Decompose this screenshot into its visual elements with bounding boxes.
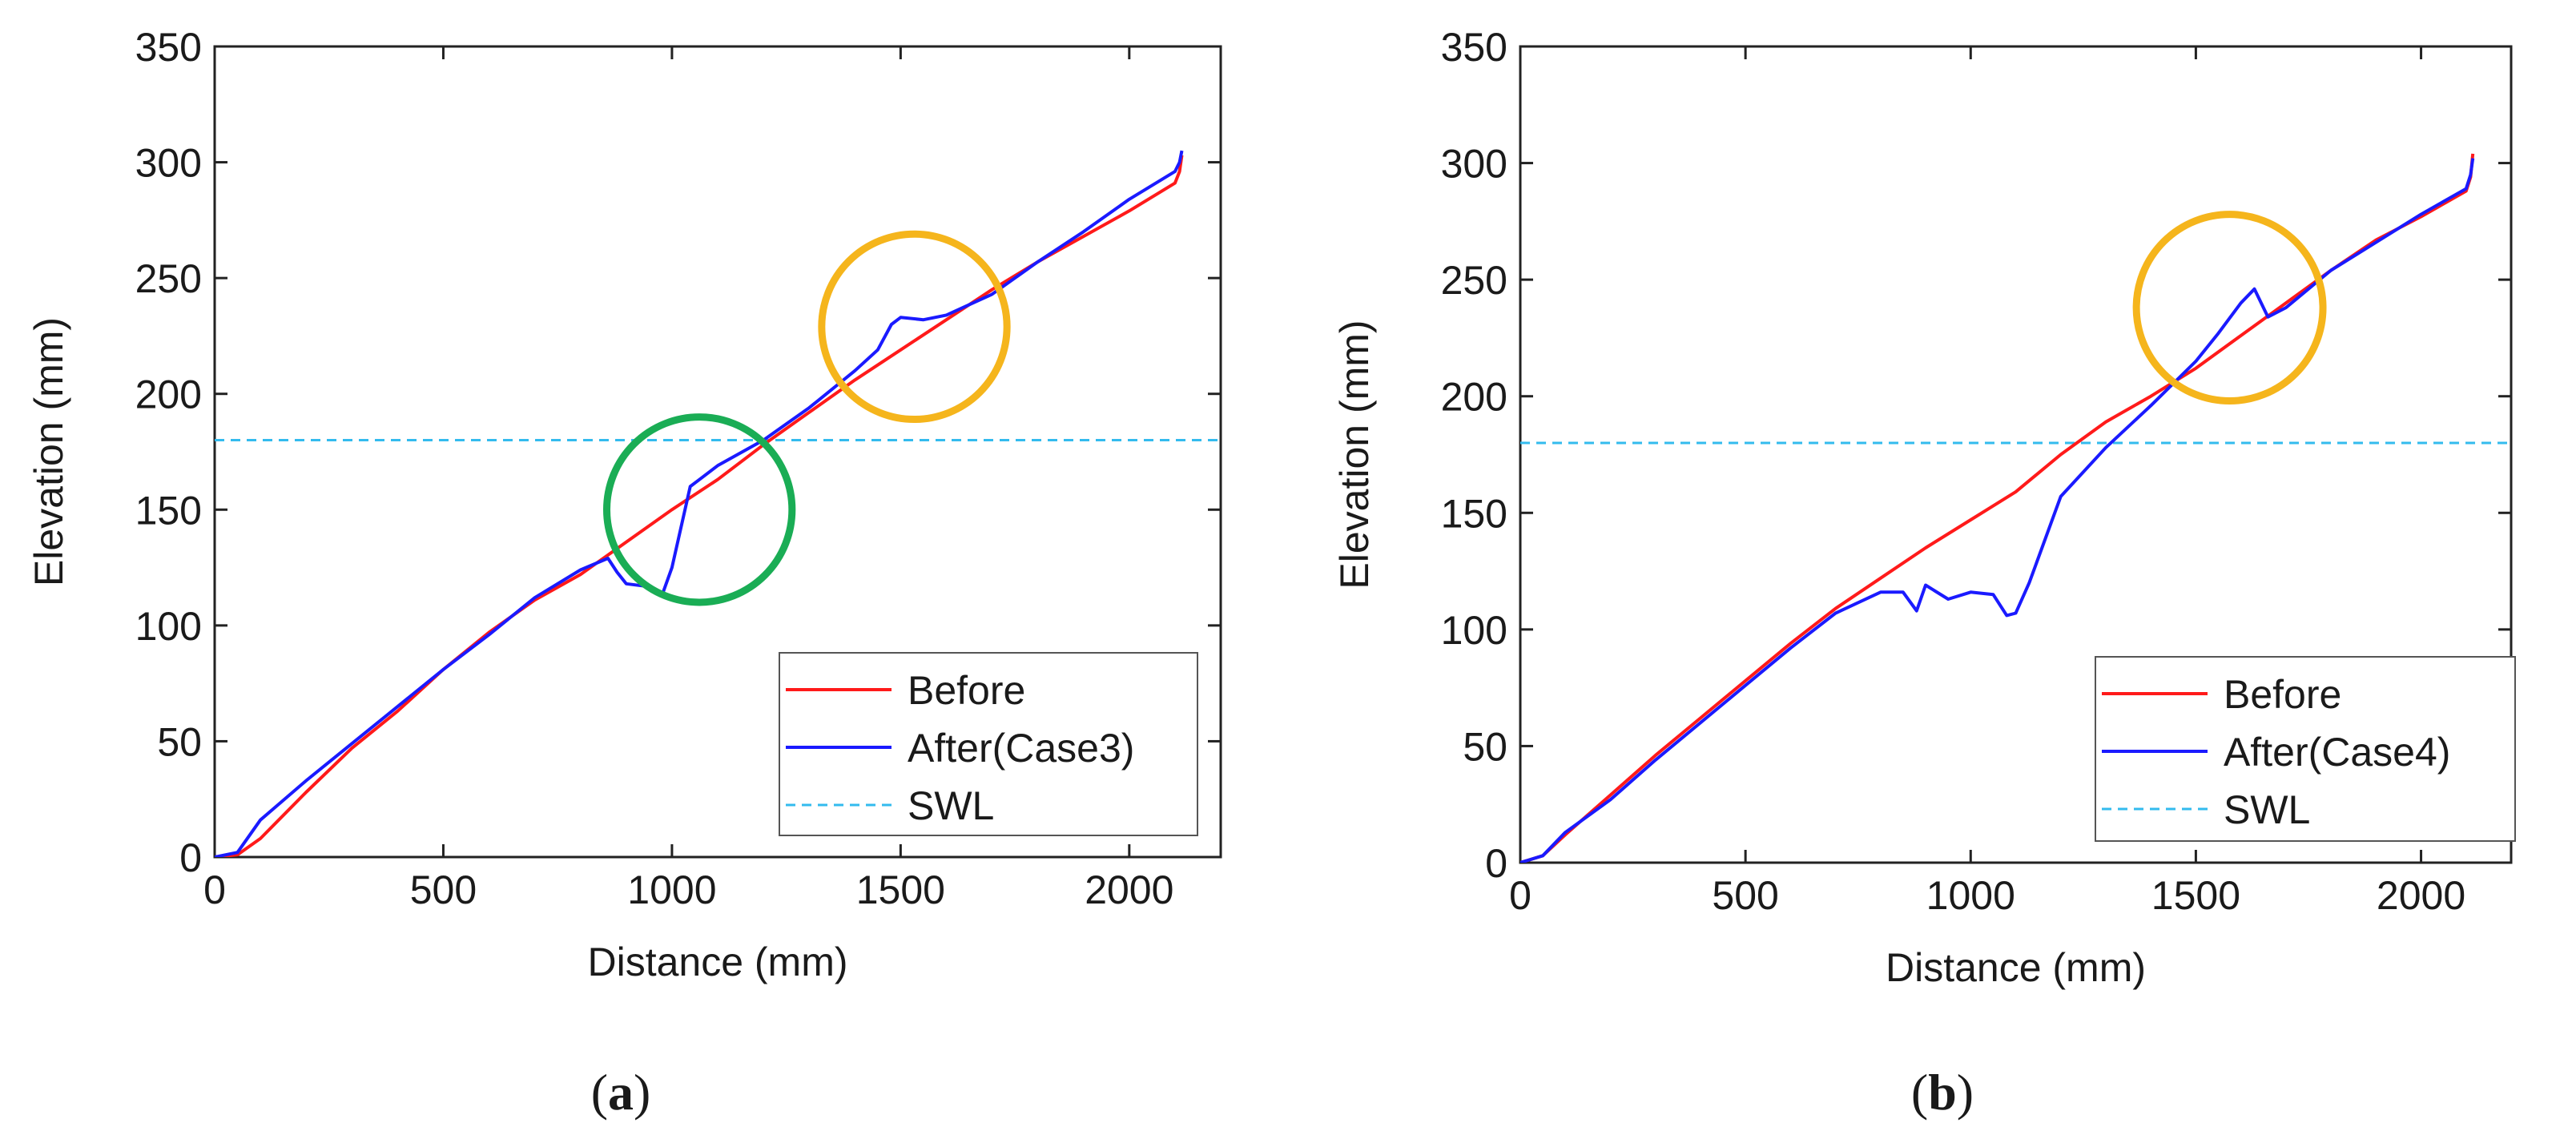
panel-caption: (a): [591, 1064, 651, 1121]
y-tick-label: 100: [135, 604, 202, 649]
x-tick-label: 1000: [1926, 873, 2015, 918]
legend-label: Before: [908, 668, 1025, 713]
chart-panel-b: 0 500 1000 1500 2000 0 50 100 150 200 250 300 350 Dis…: [1332, 25, 2516, 1121]
legend-label: After(Case4): [2224, 730, 2450, 775]
y-tick-label: 150: [1441, 491, 1507, 536]
x-tick-label: 1500: [856, 867, 945, 912]
plot-frame: [1519, 45, 2513, 864]
plot-area: [1520, 153, 2511, 863]
y-tick-label: 0: [1485, 841, 1507, 886]
series-line-before: [1520, 153, 2475, 863]
y-tick-label: 50: [1463, 724, 1507, 769]
x-tick-label: 500: [1712, 873, 1778, 918]
caption-open: (: [1911, 1064, 1928, 1121]
y-tick-label: 300: [1441, 142, 1507, 187]
caption-open: (: [591, 1064, 608, 1121]
x-tick-label: 2000: [1085, 867, 1173, 912]
y-axis-title: Elevation (mm): [1332, 320, 1377, 589]
legend-label: After(Case3): [908, 726, 1134, 771]
legend: Before After(Case4) SWL: [2095, 656, 2516, 842]
y-tick-label: 250: [135, 256, 202, 301]
caption-letter: a: [608, 1064, 634, 1121]
legend: Before After(Case3) SWL: [779, 652, 1198, 836]
y-tick-label: 100: [1441, 608, 1507, 653]
legend-label: Before: [2224, 672, 2341, 717]
y-tick-label: 300: [135, 141, 202, 186]
series-line-after: [1520, 158, 2475, 863]
legend-box: [779, 652, 1198, 836]
x-axis-title: Distance (mm): [1886, 945, 2146, 990]
y-tick-label: 150: [135, 488, 202, 533]
caption-letter: b: [1928, 1064, 1957, 1121]
y-tick-label: 50: [157, 719, 202, 764]
x-tick-label: 0: [203, 867, 226, 912]
y-tick-label: 350: [135, 25, 202, 70]
x-tick-label: 2000: [2377, 873, 2465, 918]
y-tick-label: 350: [1441, 25, 1507, 70]
legend-box: [2095, 656, 2516, 842]
x-tick-label: 0: [1509, 873, 1532, 918]
plot-frame: [213, 45, 1222, 859]
x-tick-label: 1000: [627, 867, 716, 912]
panel-caption: (b): [1911, 1064, 1974, 1121]
legend-label: SWL: [2224, 787, 2310, 832]
series-line-after: [215, 150, 1184, 857]
series-line-before: [215, 155, 1184, 857]
y-tick-label: 200: [1441, 375, 1507, 420]
highlight-circle: [818, 230, 1011, 424]
highlight-circle: [603, 413, 796, 606]
y-tick-label: 0: [179, 835, 202, 880]
x-tick-label: 1500: [2151, 873, 2240, 918]
legend-label: SWL: [908, 783, 994, 828]
y-axis-title: Elevation (mm): [26, 317, 71, 586]
y-tick-label: 250: [1441, 258, 1507, 303]
x-axis-title: Distance (mm): [587, 940, 847, 984]
plot-area: [215, 150, 1221, 857]
y-tick-label: 200: [135, 372, 202, 417]
x-tick-label: 500: [410, 867, 477, 912]
highlight-circle: [2132, 211, 2327, 405]
chart-panel-a: 0 500 1000 1500 2000 0 50 100 150 200 250 300 350 Dis…: [26, 25, 1222, 1121]
caption-close: ): [1957, 1064, 1974, 1121]
caption-close: ): [634, 1064, 650, 1121]
